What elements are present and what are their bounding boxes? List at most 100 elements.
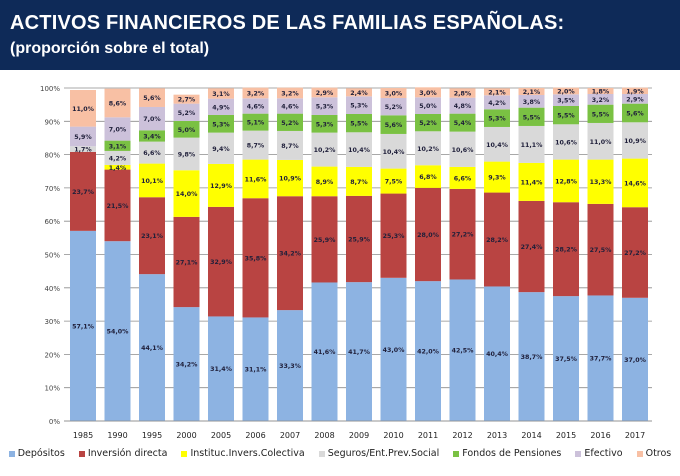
data-label: 5,1% [247,120,265,127]
data-label: 6,8% [419,174,437,181]
data-label: 8,7% [350,179,368,186]
data-label: 7,5% [385,179,403,186]
data-label: 5,9% [74,134,92,141]
data-label: 34,2% [279,251,302,258]
bar-segment [484,88,510,96]
legend-item: Fondos de Pensiones [453,448,561,459]
legend-item: Seguros/Ent.Prev.Social [318,448,439,459]
bar-segment [449,88,476,98]
bar-segment [139,106,165,131]
data-label: 23,7% [72,189,95,196]
bar-segment [587,93,614,105]
bar-segment [311,114,338,133]
legend: Depósitos Inversión directa Instituc.Inver… [0,448,680,459]
bar-segment [449,113,476,132]
bar-segment [277,113,303,131]
bar-segment [553,87,579,95]
data-label: 10,6% [452,147,475,154]
data-label: 12,9% [210,183,233,190]
legend-swatch [575,450,582,457]
bar-segment [70,146,96,152]
bar-segment [277,98,303,114]
bar-segment [346,96,372,114]
data-label: 5,3% [212,121,230,128]
x-tick-label: 1985 [73,431,93,440]
x-tick-label: 2017 [625,431,645,440]
data-label: 5,6% [626,110,644,117]
data-label: 28,2% [486,237,509,244]
data-label: 8,7% [281,143,299,150]
data-label: 2,7% [178,97,196,104]
legend-item: Instituc.Invers.Colectiva [181,448,305,459]
bar-segment [104,88,131,118]
bar-segment [553,159,579,203]
data-label: 5,0% [178,127,196,134]
bar-segment [311,87,338,98]
data-label: 2,1% [488,89,506,96]
bar-segment [277,159,303,197]
bar-segment [587,88,614,94]
x-tick-label: 1990 [107,431,127,440]
data-label: 2,0% [557,88,575,95]
bar-segment [173,103,200,121]
bar-segment [484,126,510,162]
data-label: 7,0% [109,126,127,133]
data-label: 2,9% [316,90,334,97]
data-label: 6,6% [143,150,161,157]
bar-segment [622,93,648,104]
bar-segment [449,279,476,421]
data-label: 35,8% [245,255,268,262]
bar-segment [104,150,131,165]
data-label: 4,6% [281,103,299,110]
data-label: 4,2% [488,100,506,107]
bar-segment [208,163,234,207]
data-label: 31,1% [245,367,268,374]
header-banner: ACTIVOS FINANCIEROS DE LAS FAMILIAS ESPA… [0,0,680,70]
data-label: 1,9% [626,88,644,95]
bar-segment [518,107,545,126]
bar-segment [415,113,441,132]
data-label: 5,3% [350,103,368,110]
data-label: 10,9% [624,138,647,145]
data-label: 5,0% [419,103,437,110]
data-label: 3,1% [212,91,230,98]
data-label: 1,7% [74,147,92,154]
data-label: 4,8% [454,103,472,110]
bar-segment [208,206,234,317]
data-label: 9,8% [178,151,196,158]
bar-segment [208,88,234,99]
data-label: 5,6% [385,122,403,129]
bar-segment [415,87,441,98]
bar-segment [484,286,510,421]
bar-segment [104,169,131,242]
bar-segment [380,133,407,169]
data-label: 4,2% [109,155,127,162]
y-tick-label: 10% [44,385,60,393]
data-label: 5,4% [454,120,472,127]
legend-label: Efectivo [584,448,623,459]
bar-segment [622,122,648,159]
data-label: 27,2% [624,250,647,257]
data-label: 5,2% [178,110,196,117]
bar-segment [208,98,234,115]
data-label: 10,6% [555,139,578,146]
data-label: 33,3% [279,363,302,370]
data-label: 4,6% [247,103,265,110]
bar-segment [242,98,269,114]
bar-segment [242,87,269,99]
bar-segment [311,166,338,197]
bar-segment [346,88,372,97]
x-tick-label: 2013 [487,431,507,440]
data-label: 8,6% [109,100,127,107]
bar-segment [449,97,476,114]
x-tick-label: 2016 [590,431,610,440]
data-label: 5,6% [143,95,161,102]
y-tick-label: 30% [44,318,60,326]
x-tick-label: 2005 [211,431,231,440]
data-label: 2,9% [626,96,644,103]
data-label: 11,0% [72,106,95,113]
data-label: 2,4% [350,90,368,97]
chart-subtitle: (proporción sobre el total) [10,40,210,57]
bar-segment [139,197,165,275]
bar-segment [415,131,441,166]
